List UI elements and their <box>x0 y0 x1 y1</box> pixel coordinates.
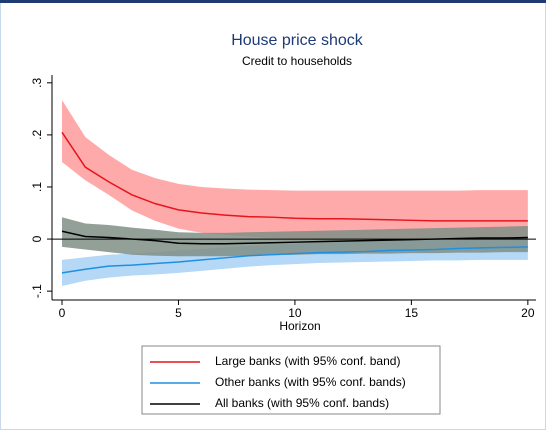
x-tick-label: 20 <box>521 306 535 320</box>
y-tick-label: .1 <box>30 182 44 192</box>
conf-band <box>62 100 528 250</box>
series-line <box>61 230 528 245</box>
top-bar <box>0 0 546 3</box>
y-tick-label: 0 <box>30 235 44 242</box>
conf-band <box>62 217 528 257</box>
legend-label: All banks (with 95% conf. bands) <box>215 396 389 410</box>
chart-title: House price shock <box>231 32 364 49</box>
x-tick-label: 10 <box>288 306 302 320</box>
legend-label: Large banks (with 95% conf. band) <box>215 354 400 368</box>
y-tick-label: .2 <box>30 130 44 140</box>
y-tick-label: .3 <box>30 77 44 87</box>
series-line <box>61 246 528 274</box>
x-tick-label: 15 <box>405 306 419 320</box>
x-tick-label: 5 <box>175 306 182 320</box>
x-tick-label: 0 <box>59 306 66 320</box>
chart-subtitle: Credit to households <box>242 54 352 68</box>
x-axis-label: Horizon <box>279 319 320 333</box>
legend-label: Other banks (with 95% conf. bands) <box>215 375 406 389</box>
y-tick-label: -.1 <box>30 284 44 298</box>
legend <box>141 345 441 415</box>
series-line <box>61 131 528 222</box>
